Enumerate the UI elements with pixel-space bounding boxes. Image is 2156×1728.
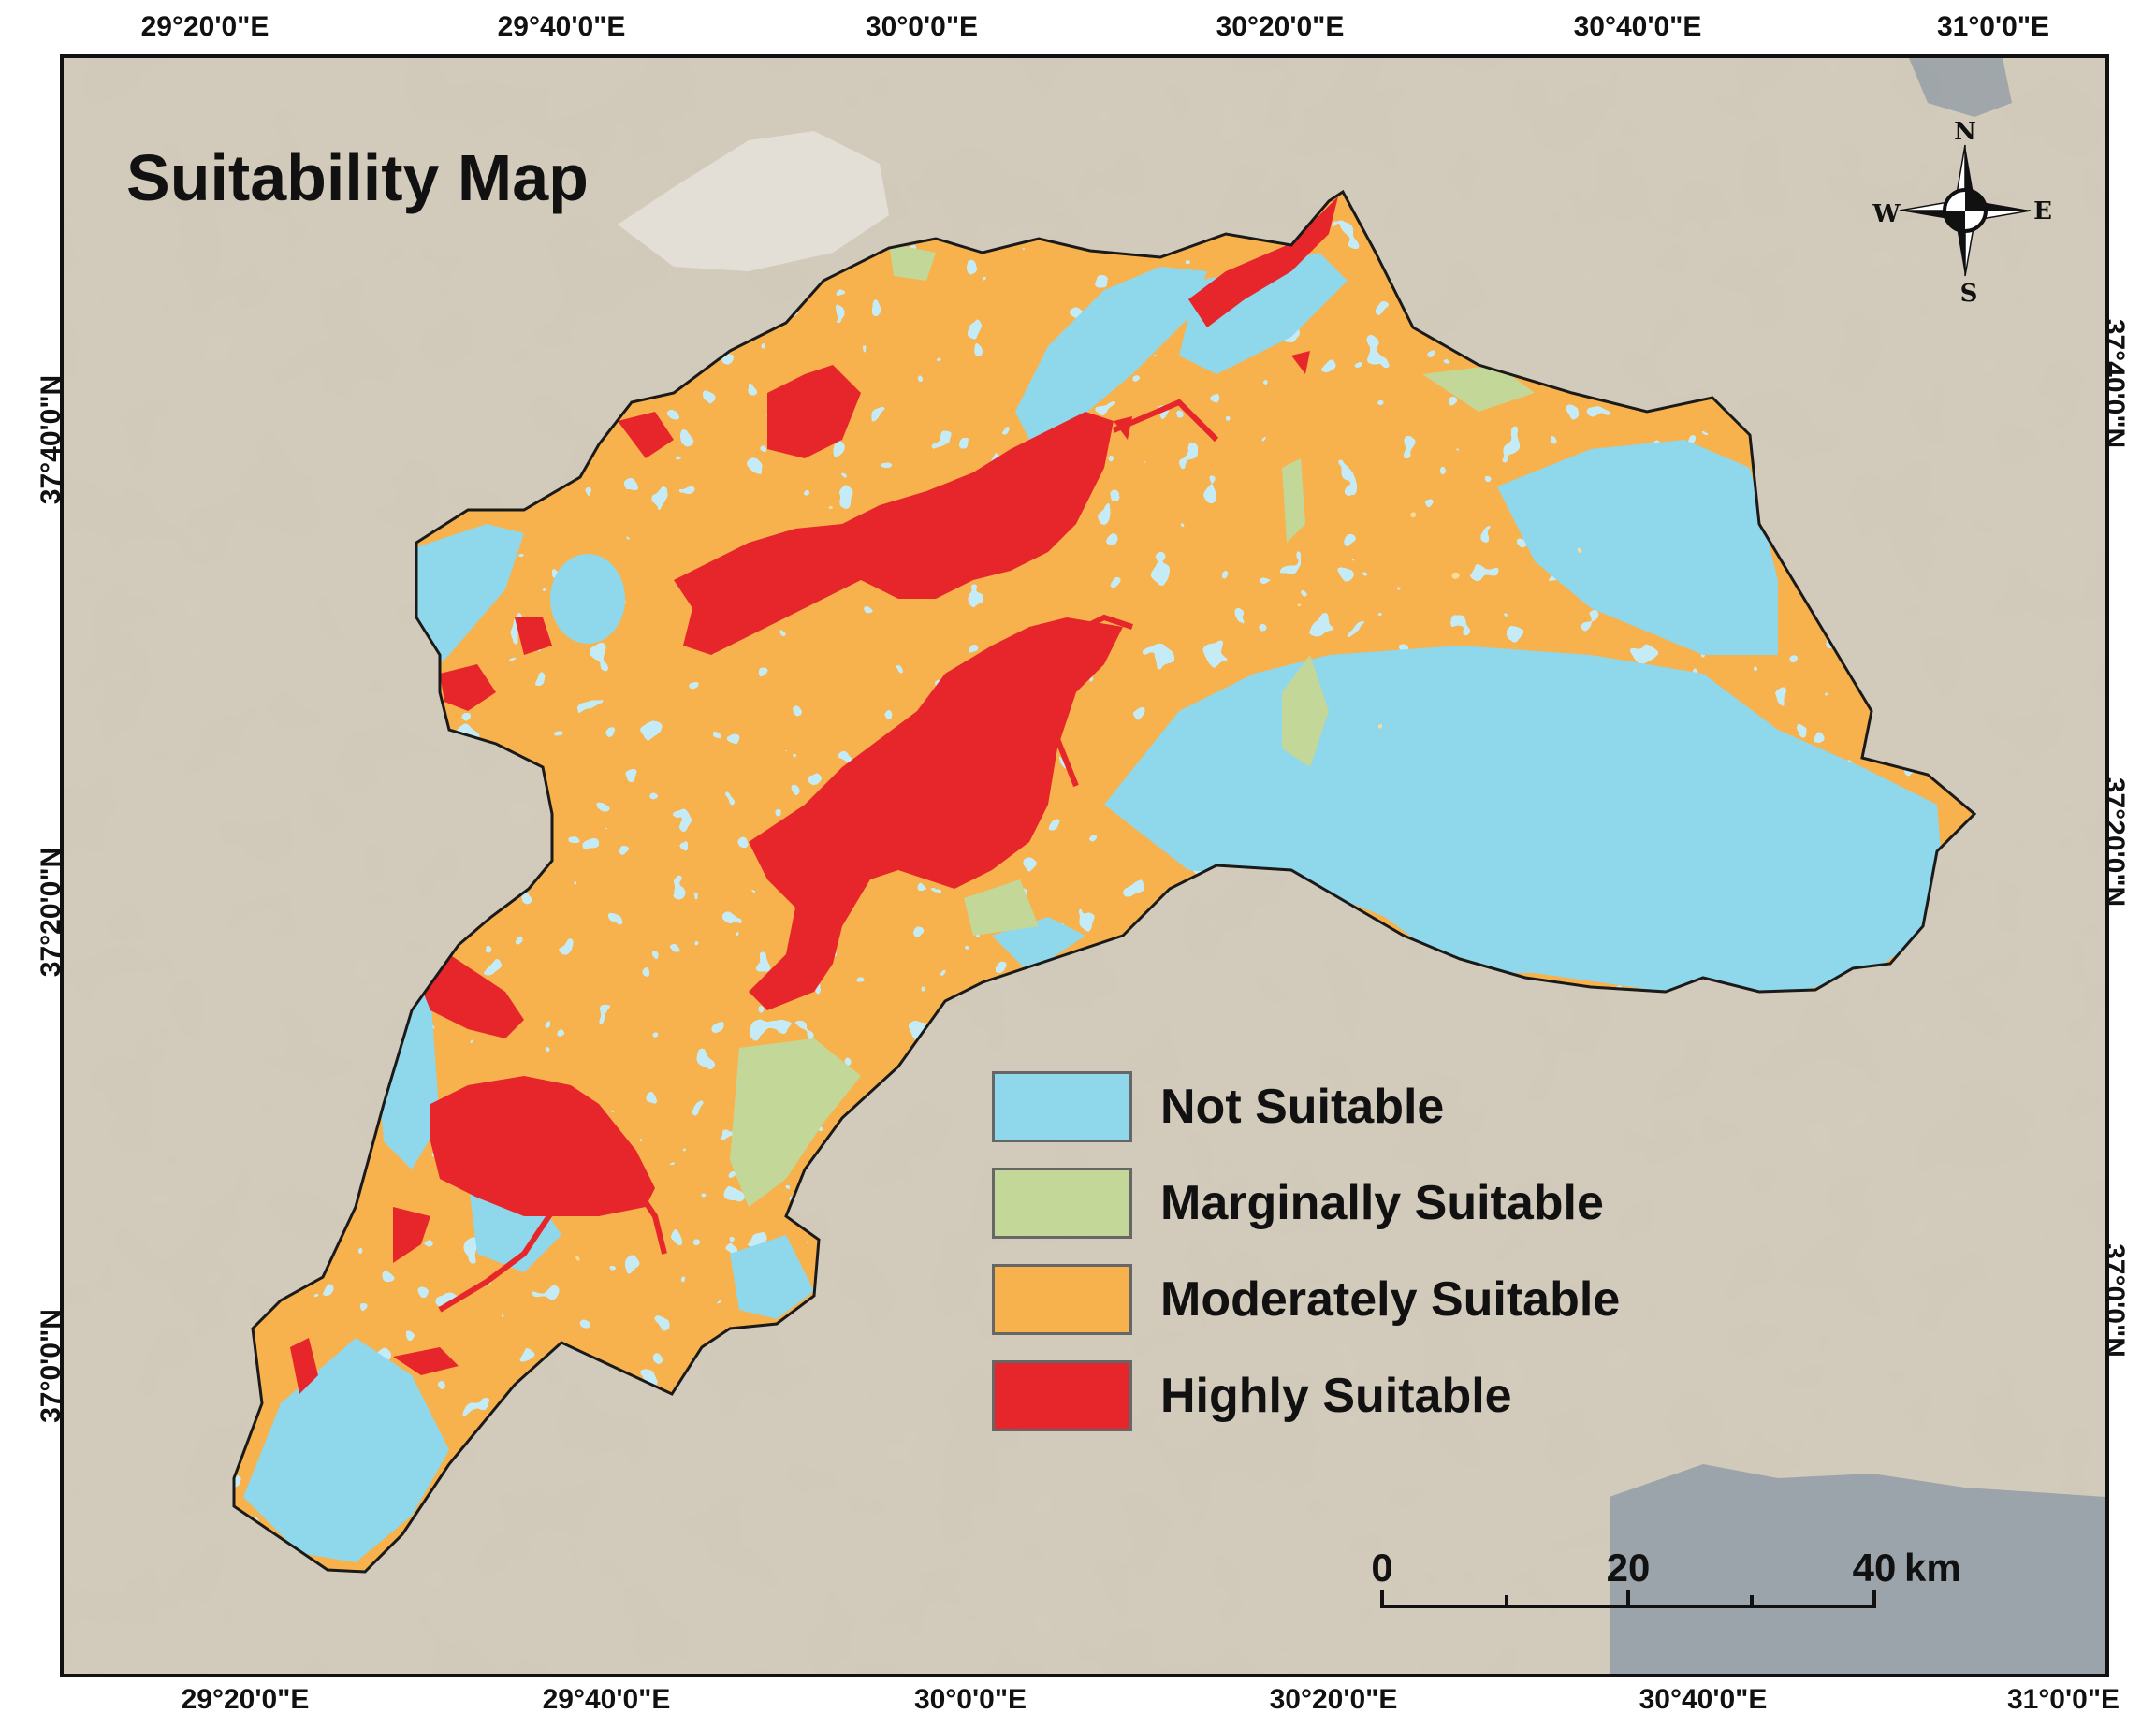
zone-highly-suitable-streaks [438,399,1219,1313]
lon-label-bottom: 30°40'0"E [1639,1684,1768,1715]
lon-label-top: 30°40'0"E [1573,11,1702,42]
zone-highly-suitable [290,196,1338,1394]
legend-label: Not Suitable [1160,1080,1445,1134]
map-title: Suitability Map [126,141,589,214]
lon-label-top: 30°0'0"E [865,11,979,42]
lon-label-top: 30°20'0"E [1216,11,1345,42]
compass-east-label: E [2033,197,2052,225]
legend-swatch [992,1071,1132,1142]
legend-label: Highly Suitable [1160,1369,1512,1423]
legend-swatch [992,1168,1132,1239]
scale-label-0: 0 [1371,1546,1393,1590]
lon-label-bottom: 30°20'0"E [1269,1684,1398,1715]
scale-label-20: 20 [1606,1546,1651,1590]
legend-swatch [992,1360,1132,1431]
lon-label-bottom: 31°0'0"E [2006,1684,2120,1715]
legend-swatch [992,1264,1132,1335]
legend-label: Marginally Suitable [1160,1176,1604,1230]
lon-label-top: 29°40'0"E [497,11,626,42]
basemap-lake [1909,58,2012,117]
scale-bar [1380,1590,1876,1608]
scale-unit-label: km [1904,1546,1961,1590]
scale-label-40: 40 [1852,1546,1897,1590]
region-boundary [232,189,1977,1574]
legend-label: Moderately Suitable [1160,1272,1621,1327]
lon-label-bottom: 29°20'0"E [181,1684,310,1715]
lon-label-top: 29°20'0"E [140,11,270,42]
compass-north-label: N [1954,118,1976,146]
lon-label-top: 31°0'0"E [1936,11,2050,42]
lon-label-bottom: 30°0'0"E [913,1684,1027,1715]
compass-west-label: W [1872,200,1901,228]
basemap-sea [1610,1464,2105,1674]
north-arrow-icon [1899,144,2032,277]
basemap-salt-lake [618,131,889,271]
compass-south-label: S [1959,280,1978,308]
lon-label-bottom: 29°40'0"E [542,1684,671,1715]
